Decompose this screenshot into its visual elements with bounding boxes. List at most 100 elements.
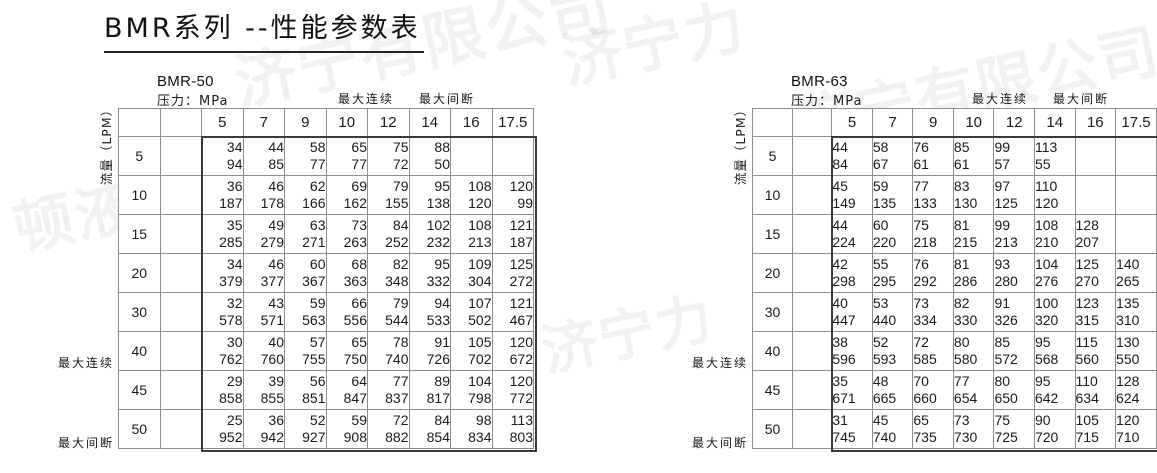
torque-value: 66	[351, 295, 367, 311]
data-cell: 76 292	[912, 253, 954, 293]
torque-value: 104	[1034, 256, 1059, 272]
torque-value: 59	[309, 295, 326, 311]
flow-row-label: 45	[118, 370, 161, 410]
speed-value: 348	[385, 273, 409, 289]
speed-value: 265	[1116, 273, 1140, 289]
speed-value: 320	[1034, 312, 1059, 328]
torque-value: 121	[509, 217, 533, 233]
gap-cell	[159, 331, 202, 371]
torque-value: 75	[392, 139, 409, 155]
data-cell: 85 572	[993, 331, 1035, 371]
torque-value: 52	[872, 334, 889, 350]
data-cell: 46 377	[242, 253, 285, 293]
torque-value: 121	[509, 295, 533, 311]
speed-value: 224	[832, 234, 856, 250]
speed-value: 85	[268, 156, 284, 172]
torque-value: 59	[872, 178, 889, 194]
data-cell: 30 762	[201, 331, 244, 371]
torque-value: 85	[953, 139, 970, 155]
data-cell: 82 348	[367, 253, 410, 293]
data-cell: 88 50	[408, 136, 451, 176]
flow-row-label: 5	[751, 136, 794, 176]
torque-value: 30	[226, 334, 243, 350]
data-cell: 32 578	[201, 292, 244, 332]
speed-value: 654	[953, 390, 978, 406]
speed-value: 563	[302, 312, 326, 328]
data-cell: 135 310	[1115, 292, 1157, 332]
speed-value: 67	[872, 156, 889, 172]
data-cell: 120 99	[491, 175, 534, 215]
data-cell: 42 298	[831, 253, 873, 293]
gap-cell	[792, 214, 833, 254]
speed-value: 367	[302, 273, 326, 289]
speed-value: 772	[509, 390, 533, 406]
table-row: 45 29 858 39 855 56 851 64 847 77 837 89 817 104 798 12…	[118, 370, 534, 410]
speed-value: 304	[468, 273, 492, 289]
torque-value: 44	[268, 139, 284, 155]
torque-value: 46	[268, 178, 284, 194]
data-cell: 97 125	[993, 175, 1035, 215]
gap-cell	[792, 175, 833, 215]
data-cell: 120 672	[491, 331, 534, 371]
torque-value: 95	[434, 256, 450, 272]
data-cell: 25 952	[201, 409, 244, 449]
speed-value	[1076, 156, 1116, 173]
data-cell: 79 155	[367, 175, 410, 215]
table-row: 10 45 149 59 135 77 133 83 130 97 125 110 120	[751, 175, 1157, 215]
speed-value: 720	[1034, 429, 1059, 445]
speed-value: 572	[994, 351, 1018, 367]
torque-value: 75	[994, 412, 1011, 428]
max-continuous-label-top: 最大连续	[972, 92, 1029, 106]
data-cell: 102 232	[408, 214, 451, 254]
table-row: 20 34 379 46 377 60 367 68 363 82 348 95 332 109 304 12…	[118, 253, 534, 293]
data-cell: 140 265	[1115, 253, 1157, 293]
torque-value: 57	[309, 334, 326, 350]
speed-value: 77	[309, 156, 326, 172]
torque-value: 40	[832, 295, 848, 311]
grid-wrap: 5 7 9 10 12 14 16 17.5 5 34 94 44 85 58 77 65 77 75 72 88 50…	[58, 103, 537, 452]
data-cell	[491, 136, 534, 176]
torque-value: 53	[872, 295, 889, 311]
torque-value: 31	[832, 412, 848, 428]
speed-value: 120	[468, 195, 492, 211]
speed-value: 755	[302, 351, 326, 367]
speed-value: 315	[1075, 312, 1099, 328]
speed-value: 220	[872, 234, 897, 250]
data-cell: 72 585	[912, 331, 954, 371]
torque-value: 44	[832, 217, 848, 233]
speed-value: 363	[343, 273, 367, 289]
data-cell: 75 725	[993, 409, 1035, 449]
max-intermittent-label-top: 最大间断	[1053, 92, 1110, 106]
speed-value: 213	[468, 234, 492, 250]
torque-value: 29	[226, 373, 243, 389]
speed-value: 292	[913, 273, 937, 289]
torque-value: 52	[309, 412, 326, 428]
table-header-row: 5 7 9 10 12 14 16 17.5	[118, 108, 534, 137]
data-cell: 34 94	[201, 136, 244, 176]
flow-row-label: 45	[751, 370, 794, 410]
speed-value: 72	[392, 156, 409, 172]
torque-value: 72	[913, 334, 929, 350]
speed-value: 155	[385, 195, 409, 211]
table-row: 20 42 298 55 295 76 292 81 286 93 280 104 276 125 270 1…	[751, 253, 1157, 293]
max-intermittent-label-top: 最大间断	[419, 92, 476, 106]
flow-row-label: 10	[118, 175, 161, 215]
torque-value: 85	[994, 334, 1011, 350]
speed-value: 330	[953, 312, 978, 328]
torque-value: 108	[468, 217, 492, 233]
speed-value: 120	[1034, 195, 1059, 211]
table-header-row: 5 7 9 10 12 14 16 17.5	[751, 108, 1157, 137]
torque-value: 113	[510, 412, 533, 428]
max-continuous-row-label: 最大连续	[691, 356, 748, 370]
speed-value: 162	[343, 195, 367, 211]
data-cell: 43 571	[242, 292, 285, 332]
torque-value: 94	[434, 295, 450, 311]
speed-value: 187	[509, 234, 533, 250]
data-cell	[1074, 136, 1117, 176]
torque-value: 125	[509, 256, 533, 272]
data-cell: 113 55	[1033, 136, 1076, 176]
speed-value: 279	[260, 234, 284, 250]
speed-value: 882	[385, 429, 409, 445]
torque-value: 62	[309, 178, 326, 194]
data-cell: 89 817	[408, 370, 451, 410]
